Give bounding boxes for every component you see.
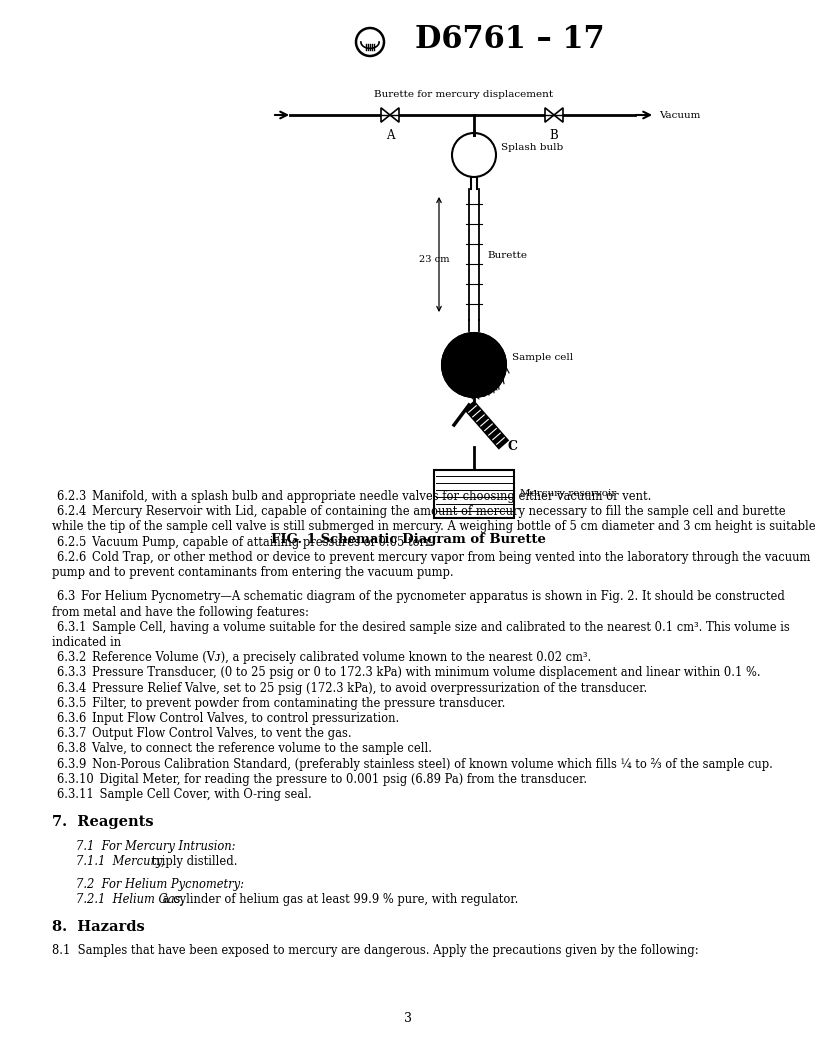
Text: Sample cell: Sample cell: [512, 353, 573, 361]
Text: 7.2.1  Helium Gas,: 7.2.1 Helium Gas,: [76, 892, 184, 906]
Text: 6.3.11 Sample Cell Cover, with O-ring seal.: 6.3.11 Sample Cell Cover, with O-ring se…: [57, 788, 312, 800]
Text: Burette for mercury displacement: Burette for mercury displacement: [375, 90, 553, 99]
Text: 7.1.1  Mercury,: 7.1.1 Mercury,: [76, 854, 165, 868]
Polygon shape: [554, 108, 563, 122]
Text: 6.3.2 Reference Volume (Vᴊ), a precisely calibrated volume known to the nearest : 6.3.2 Reference Volume (Vᴊ), a precisely…: [57, 652, 592, 664]
Bar: [434, 470, 514, 518]
Text: 6.3.3 Pressure Transducer, (0 to 25 psig or 0 to 172.3 kPa) with minimum volume : 6.3.3 Pressure Transducer, (0 to 25 psig…: [57, 666, 761, 679]
Text: a cylinder of helium gas at least 99.9 % pure, with regulator.: a cylinder of helium gas at least 99.9 %…: [159, 892, 518, 906]
Text: Vacuum: Vacuum: [659, 111, 700, 119]
Text: triply distilled.: triply distilled.: [148, 854, 237, 868]
Text: 7.2  For Helium Pycnometry:: 7.2 For Helium Pycnometry:: [76, 878, 244, 890]
Text: 6.3.8 Valve, to connect the reference volume to the sample cell.: 6.3.8 Valve, to connect the reference vo…: [57, 742, 432, 755]
Text: Burette: Burette: [487, 250, 527, 260]
Text: 6.3.5 Filter, to prevent powder from contaminating the pressure transducer.: 6.3.5 Filter, to prevent powder from con…: [57, 697, 505, 710]
Text: 7.1  For Mercury Intrusion:: 7.1 For Mercury Intrusion:: [76, 840, 236, 852]
Text: 6.2.6 Cold Trap, or other method or device to prevent mercury vapor from being v: 6.2.6 Cold Trap, or other method or devi…: [57, 551, 810, 564]
Circle shape: [442, 333, 506, 397]
Text: 8.1  Samples that have been exposed to mercury are dangerous. Apply the precauti: 8.1 Samples that have been exposed to me…: [52, 944, 698, 958]
Polygon shape: [545, 108, 554, 122]
Text: 6.2.5 Vacuum Pump, capable of attaining pressures of 0.05 torr.: 6.2.5 Vacuum Pump, capable of attaining …: [57, 535, 433, 549]
Text: 6.3.10 Digital Meter, for reading the pressure to 0.001 psig (6.89 Pa) from the : 6.3.10 Digital Meter, for reading the pr…: [57, 773, 588, 786]
Text: B: B: [550, 129, 558, 142]
Text: 6.2.3 Manifold, with a splash bulb and appropriate needle valves for choosing ei: 6.2.3 Manifold, with a splash bulb and a…: [57, 490, 651, 503]
Text: pump and to prevent contaminants from entering the vacuum pump.: pump and to prevent contaminants from en…: [52, 566, 454, 579]
Polygon shape: [390, 108, 399, 122]
Text: 3: 3: [404, 1012, 412, 1024]
Text: A: A: [386, 129, 394, 142]
Text: Splash bulb: Splash bulb: [501, 143, 563, 151]
Text: from metal and have the following features:: from metal and have the following featur…: [52, 605, 309, 619]
Text: 8.  Hazards: 8. Hazards: [52, 920, 144, 935]
Text: 23 cm: 23 cm: [419, 254, 450, 264]
Text: 6.3.9 Non-Porous Calibration Standard, (preferably stainless steel) of known vol: 6.3.9 Non-Porous Calibration Standard, (…: [57, 757, 773, 771]
Text: 6.3.1 Sample Cell, having a volume suitable for the desired sample size and cali: 6.3.1 Sample Cell, having a volume suita…: [57, 621, 790, 634]
Text: indicated in: indicated in: [52, 636, 125, 649]
Text: 6.3.6 Input Flow Control Valves, to control pressurization.: 6.3.6 Input Flow Control Valves, to cont…: [57, 712, 399, 724]
Text: 6.3.4 Pressure Relief Valve, set to 25 psig (172.3 kPa), to avoid overpressuriza: 6.3.4 Pressure Relief Valve, set to 25 p…: [57, 681, 647, 695]
Text: 6.2.4 Mercury Reservoir with Lid, capable of containing the amount of mercury ne: 6.2.4 Mercury Reservoir with Lid, capabl…: [57, 505, 786, 518]
Text: Mercury reservoir: Mercury reservoir: [520, 490, 616, 498]
Text: 6.3.7 Output Flow Control Valves, to vent the gas.: 6.3.7 Output Flow Control Valves, to ven…: [57, 728, 352, 740]
Text: 6.3 For Helium Pycnometry—A schematic diagram of the pycnometer apparatus is sho: 6.3 For Helium Pycnometry—A schematic di…: [57, 590, 785, 603]
Text: FIG. 1 Schematic Diagram of Burette: FIG. 1 Schematic Diagram of Burette: [271, 533, 545, 547]
Polygon shape: [381, 108, 390, 122]
Text: C: C: [508, 440, 518, 453]
Text: while the tip of the sample cell valve is still submerged in mercury. A weighing: while the tip of the sample cell valve i…: [52, 521, 816, 533]
Text: 7.  Reagents: 7. Reagents: [52, 815, 153, 829]
Text: D6761 – 17: D6761 – 17: [415, 24, 605, 56]
